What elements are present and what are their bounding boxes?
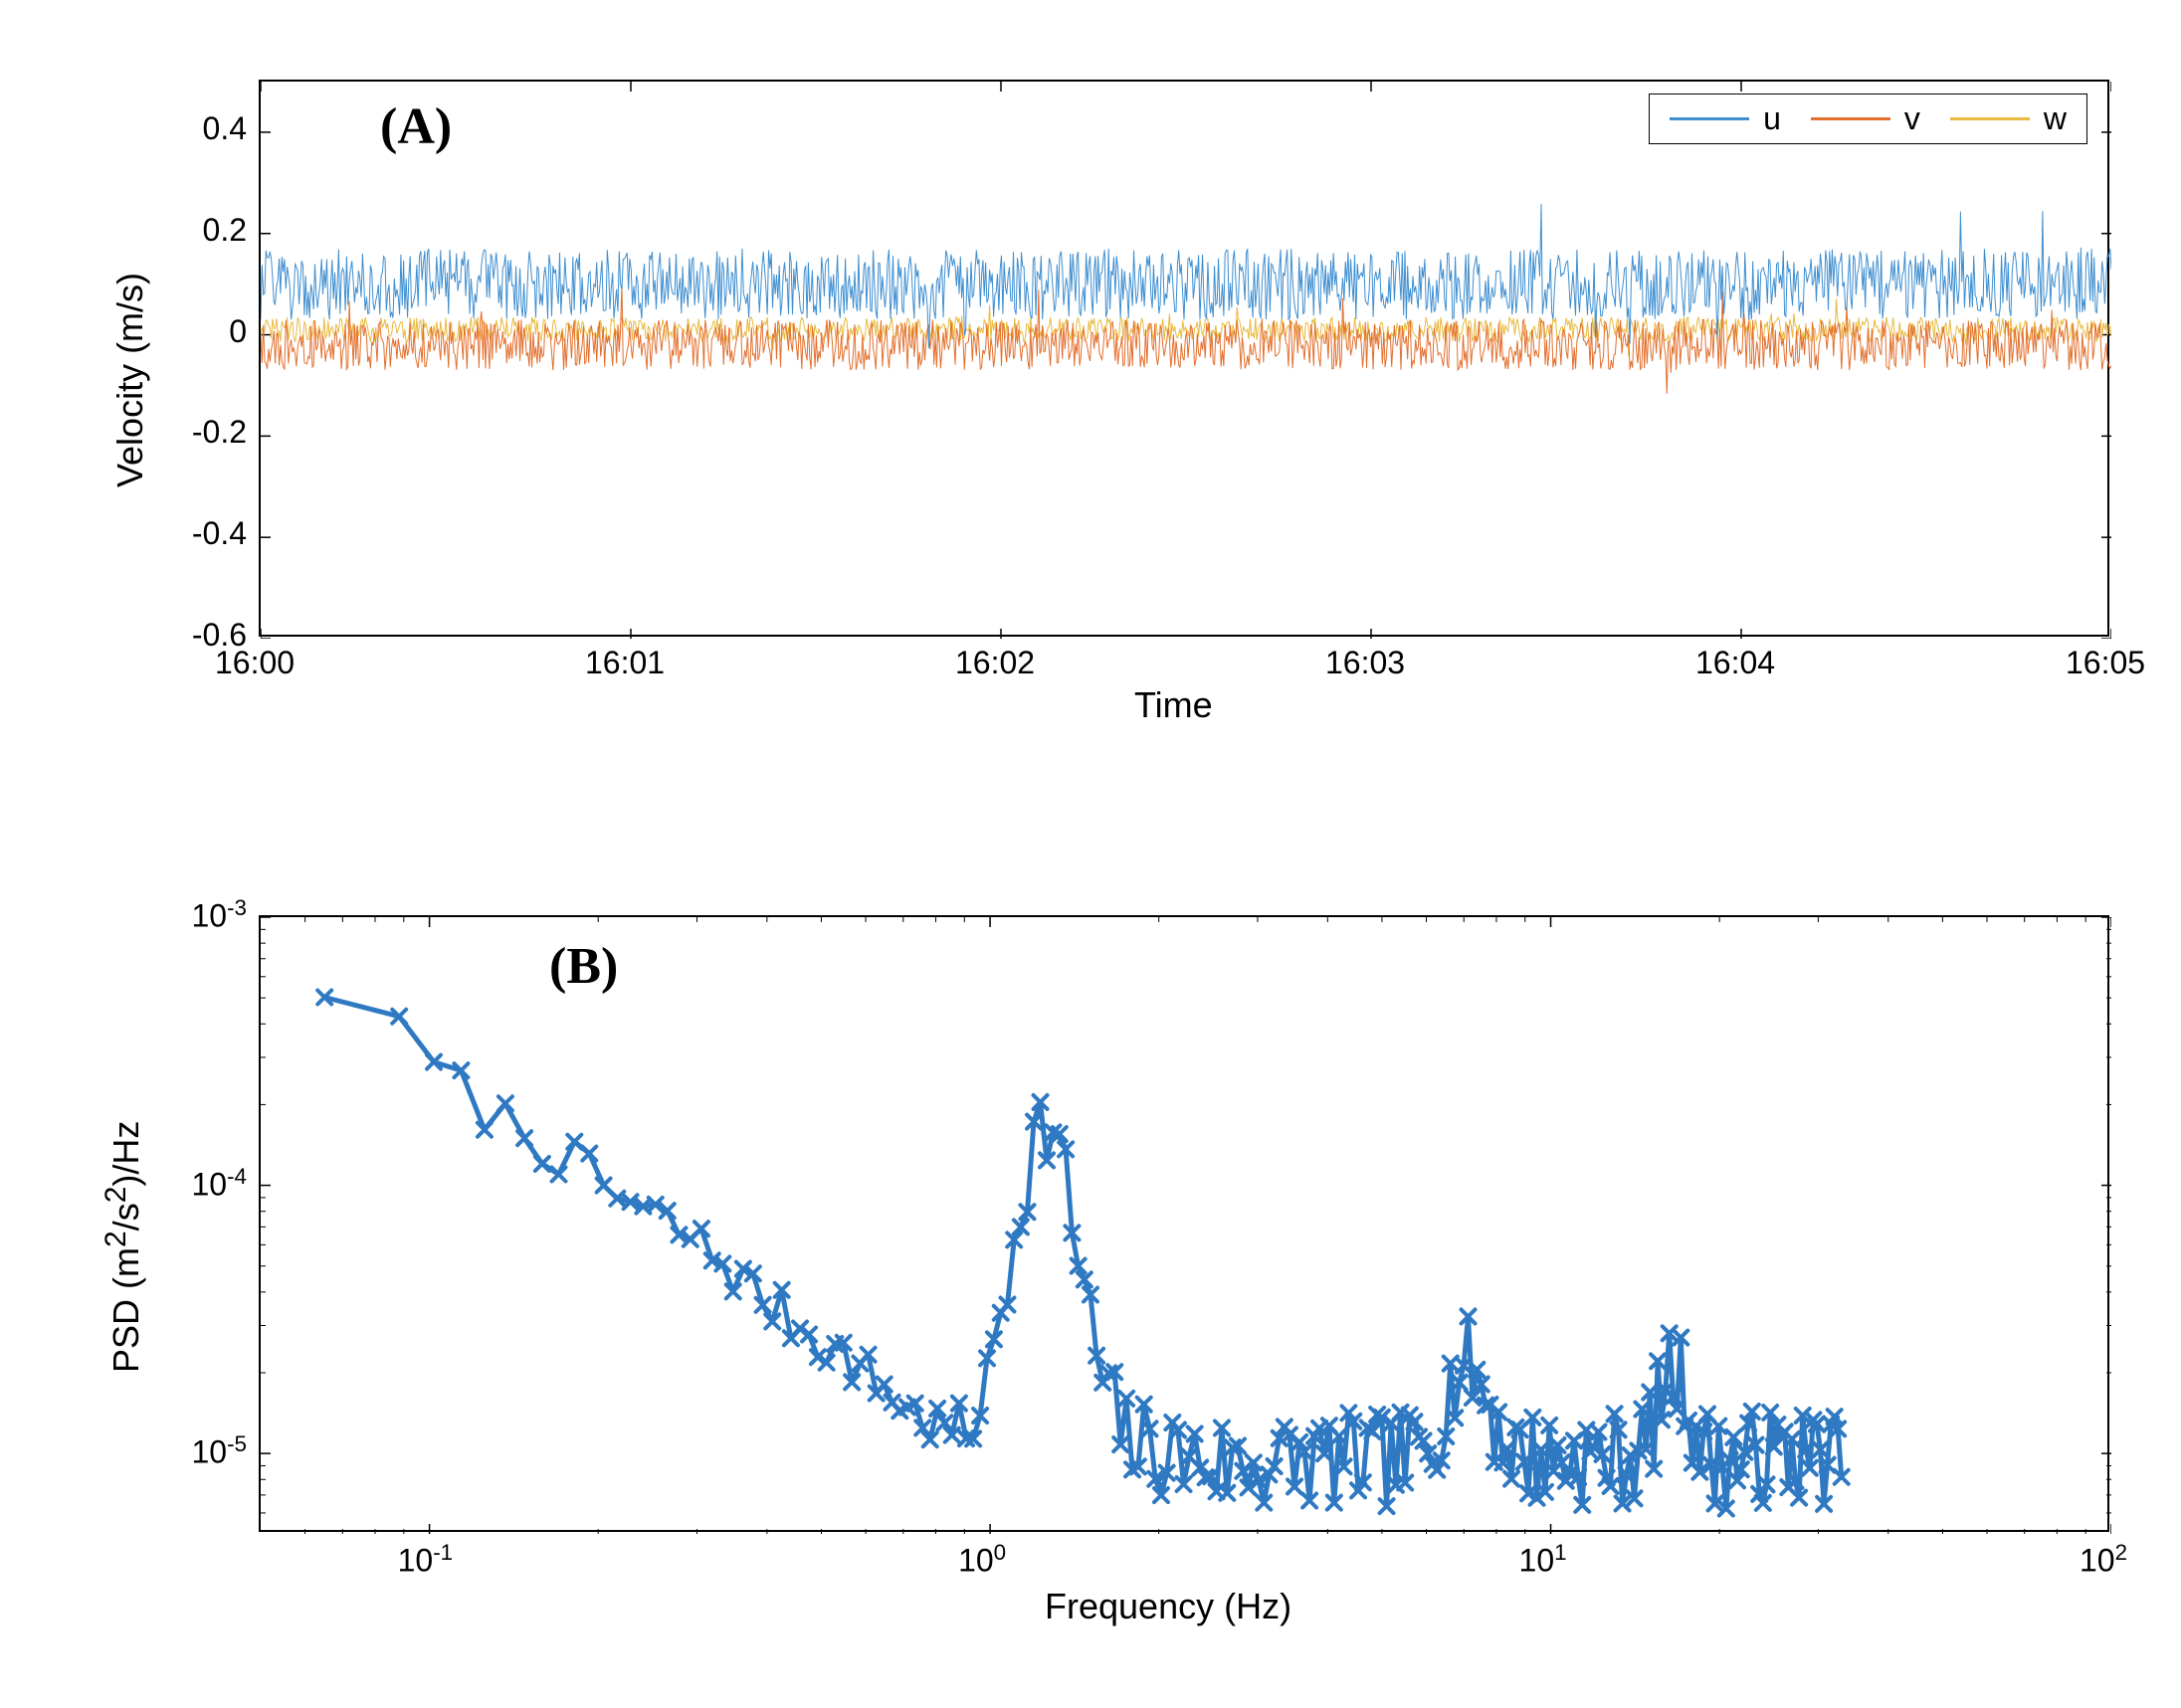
panel-a-xtick-label: 16:03: [1325, 645, 1405, 681]
panel-a-legend: u v w: [1649, 94, 2087, 144]
figure-container: (A) u v w Velocity (m/s) Time (B) PSD (m2/…: [0, 0, 2181, 1708]
legend-item-u: u: [1670, 100, 1781, 137]
panel-b-ylabel: PSD (m2/s2)/Hz: [99, 1121, 147, 1373]
panel-a-xlabel: Time: [1134, 684, 1213, 726]
panel-b-xtick-label: 100: [958, 1540, 1006, 1580]
panel-a-xtick-label: 16:05: [2066, 645, 2145, 681]
panel-a-xtick-label: 16:02: [955, 645, 1035, 681]
panel-b-xtick-label: 10-1: [398, 1540, 454, 1580]
panel-b-axes: (B): [259, 915, 2109, 1532]
legend-line-icon: [1950, 117, 2030, 120]
panel-b-ytick-label: 10-3: [157, 895, 247, 935]
legend-label: v: [1904, 100, 1920, 137]
legend-item-v: v: [1811, 100, 1920, 137]
panel-b-xtick-label: 101: [1519, 1540, 1567, 1580]
legend-item-w: w: [1950, 100, 2067, 137]
legend-label: w: [2044, 100, 2067, 137]
panel-a-ytick-label: 0.2: [167, 212, 247, 249]
legend-label: u: [1763, 100, 1781, 137]
panel-b-tag: (B): [549, 937, 618, 996]
panel-a-ytick-label: 0: [167, 313, 247, 350]
panel-b-xlabel: Frequency (Hz): [1045, 1586, 1291, 1627]
panel-a-xtick-label: 16:01: [585, 645, 665, 681]
panel-a-ytick-label: -0.2: [167, 414, 247, 451]
panel-a-ytick-label: -0.6: [167, 617, 247, 654]
panel-a-ylabel: Velocity (m/s): [109, 273, 151, 487]
panel-a-plot: [261, 82, 2111, 639]
legend-line-icon: [1811, 117, 1890, 120]
panel-a-ytick-label: 0.4: [167, 110, 247, 147]
panel-a-axes: (A) u v w: [259, 80, 2109, 637]
legend-line-icon: [1670, 117, 1749, 120]
panel-a-xtick-label: 16:04: [1695, 645, 1775, 681]
panel-a-tag: (A): [380, 97, 452, 156]
panel-b-xtick-label: 102: [2080, 1540, 2127, 1580]
panel-b-plot: [261, 917, 2111, 1534]
panel-b-ytick-label: 10-5: [157, 1431, 247, 1471]
panel-a-ytick-label: -0.4: [167, 515, 247, 552]
panel-b-ytick-label: 10-4: [157, 1164, 247, 1204]
